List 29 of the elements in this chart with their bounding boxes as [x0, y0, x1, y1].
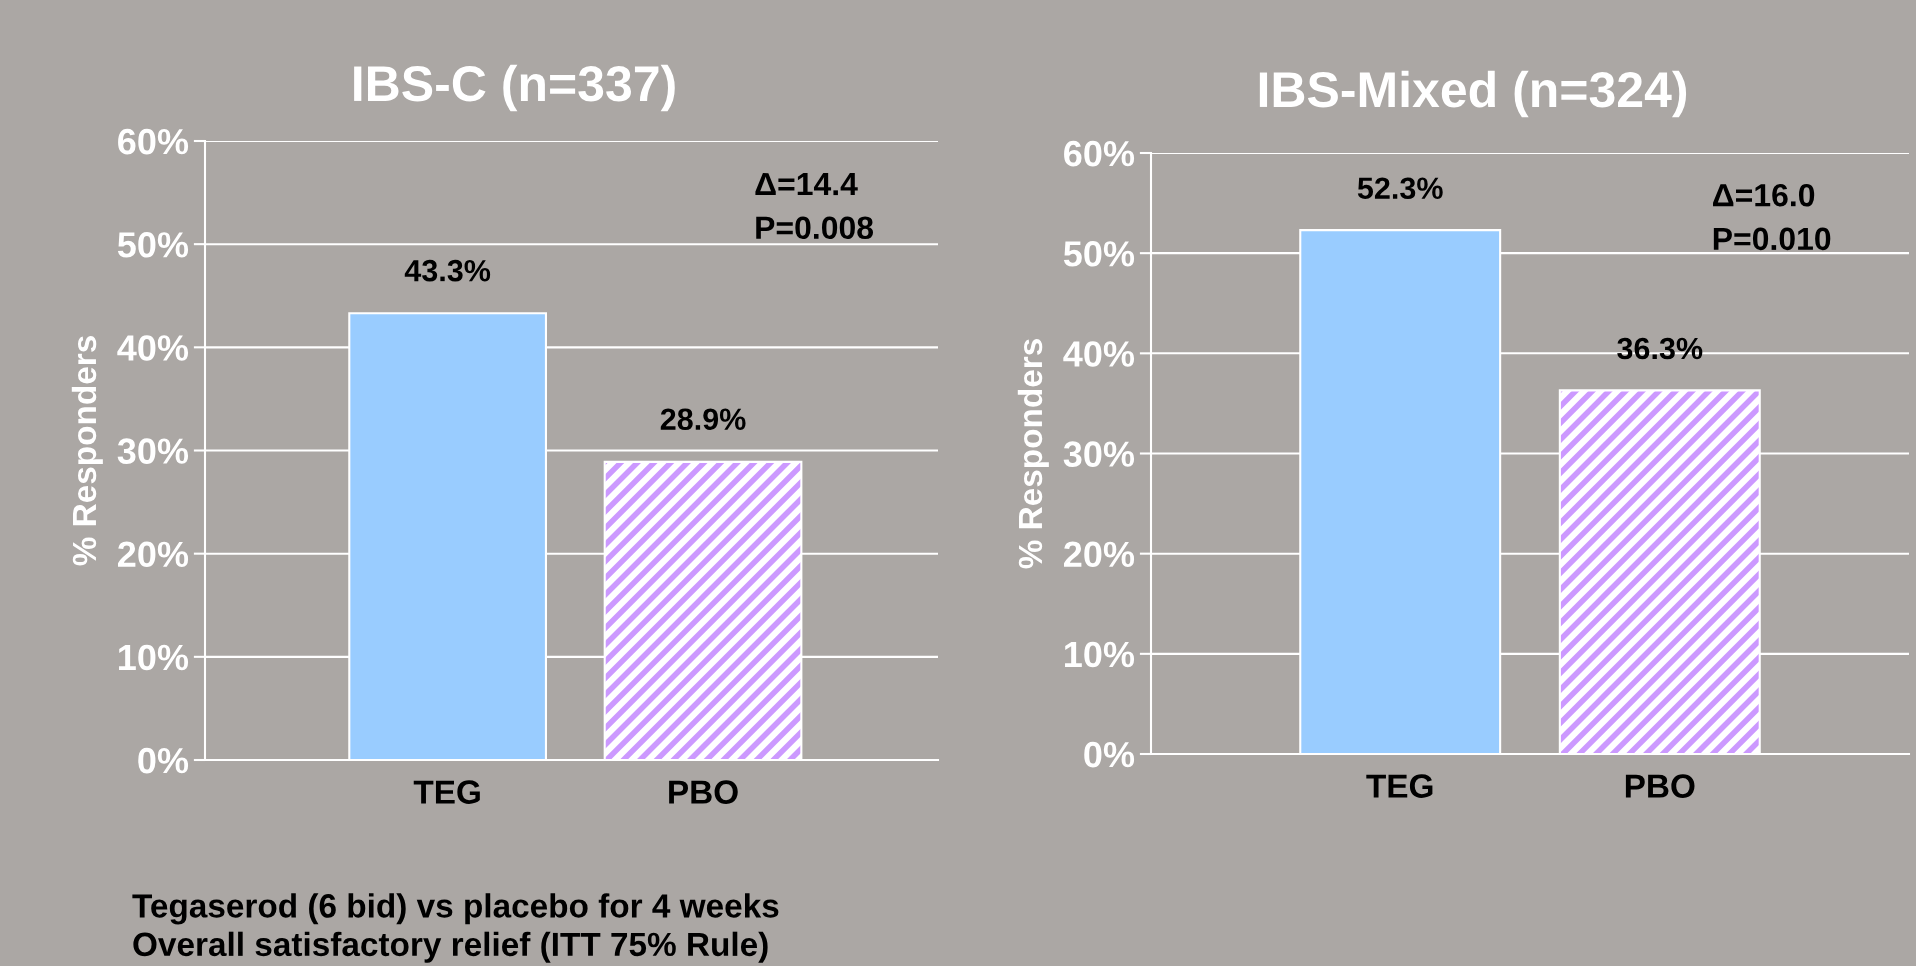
y-axis-title: % Responders — [1017, 339, 1049, 569]
x-tick-label: TEG — [413, 780, 480, 804]
y-tick-label: 40% — [1063, 341, 1135, 367]
y-tick-label: 60% — [118, 128, 189, 155]
y-axis-title: % Responders — [71, 336, 103, 566]
y-tick-label: 60% — [1064, 140, 1135, 167]
annotation: Δ=16.0 P=0.010 — [1713, 183, 1831, 251]
y-tick-label: 10% — [119, 644, 189, 671]
text: Tegaserod (6 bid) vs placebo for 4 weeks Overall satisfactory relief (ITT 75% Rule) — [132, 893, 779, 963]
data-label: 28.9% — [660, 408, 746, 431]
x-tick-label: PBO — [1625, 774, 1695, 798]
y-tick-label: 50% — [1063, 241, 1135, 267]
chart-title: IBS-C (n=337) — [354, 64, 675, 112]
y-tick-label: 0% — [1084, 741, 1135, 768]
x-tick-label: TEG — [1366, 774, 1433, 798]
y-tick-label: 20% — [1064, 541, 1135, 568]
y-tick-label: 20% — [118, 541, 189, 568]
x-tick-label: PBO — [669, 780, 738, 804]
y-tick-label: 0% — [138, 747, 189, 774]
chart-title: IBS-Mixed (n=324) — [1259, 70, 1687, 118]
y-tick-label: 50% — [117, 232, 189, 258]
data-label: 43.3% — [404, 259, 491, 282]
annotation: Δ=14.4 P=0.008 — [755, 173, 874, 240]
data-label: 52.3% — [1357, 177, 1443, 200]
y-tick-label: 10% — [1065, 641, 1135, 668]
y-tick-label: 30% — [117, 438, 189, 464]
y-tick-label: 40% — [117, 335, 189, 361]
data-label: 36.3% — [1617, 337, 1703, 360]
y-tick-label: 30% — [1063, 441, 1135, 467]
